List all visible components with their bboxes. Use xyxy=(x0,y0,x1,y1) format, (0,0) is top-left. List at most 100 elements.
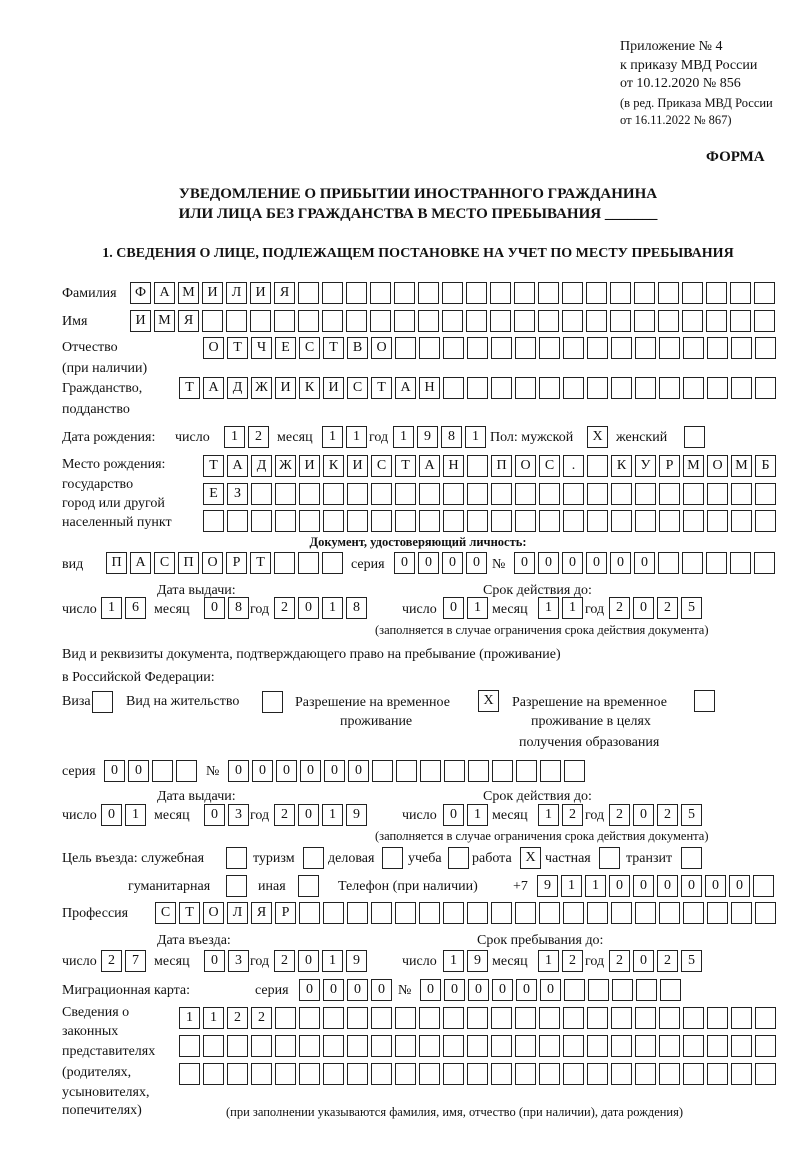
char-box[interactable] xyxy=(395,483,416,505)
char-box[interactable] xyxy=(563,1063,584,1085)
char-box[interactable] xyxy=(683,1007,704,1029)
char-box[interactable] xyxy=(443,483,464,505)
char-box[interactable]: 2 xyxy=(101,950,122,972)
char-box[interactable] xyxy=(587,455,608,477)
char-box[interactable] xyxy=(442,282,463,304)
char-box[interactable] xyxy=(515,510,536,532)
char-box[interactable] xyxy=(298,310,319,332)
char-box[interactable] xyxy=(419,1063,440,1085)
char-box[interactable] xyxy=(563,483,584,505)
char-box[interactable]: 1 xyxy=(322,597,343,619)
char-box[interactable] xyxy=(371,1063,392,1085)
char-box[interactable] xyxy=(539,337,560,359)
char-box[interactable] xyxy=(372,760,393,782)
checkbox-box[interactable] xyxy=(92,691,113,713)
char-box[interactable] xyxy=(203,510,224,532)
char-box[interactable]: 5 xyxy=(681,804,702,826)
char-box[interactable] xyxy=(707,902,728,924)
char-box[interactable]: 1 xyxy=(538,597,559,619)
char-box[interactable] xyxy=(707,483,728,505)
char-box[interactable] xyxy=(371,483,392,505)
char-box[interactable]: 0 xyxy=(609,875,630,897)
char-box[interactable] xyxy=(203,1035,224,1057)
char-box[interactable] xyxy=(251,483,272,505)
char-box[interactable] xyxy=(730,310,751,332)
char-box[interactable] xyxy=(396,760,417,782)
char-box[interactable]: О xyxy=(371,337,392,359)
char-box[interactable] xyxy=(467,455,488,477)
char-box[interactable]: 0 xyxy=(298,597,319,619)
char-box[interactable]: 0 xyxy=(633,804,654,826)
char-box[interactable] xyxy=(563,1035,584,1057)
char-box[interactable] xyxy=(755,1035,776,1057)
char-box[interactable] xyxy=(659,902,680,924)
char-box[interactable]: 0 xyxy=(443,597,464,619)
char-box[interactable] xyxy=(347,510,368,532)
char-box[interactable] xyxy=(540,760,561,782)
char-box[interactable]: Т xyxy=(227,337,248,359)
char-box[interactable] xyxy=(587,337,608,359)
char-box[interactable] xyxy=(539,1063,560,1085)
char-box[interactable]: К xyxy=(323,455,344,477)
char-box[interactable]: 1 xyxy=(322,950,343,972)
char-box[interactable] xyxy=(466,310,487,332)
char-box[interactable]: К xyxy=(299,377,320,399)
char-box[interactable] xyxy=(515,377,536,399)
char-box[interactable] xyxy=(323,902,344,924)
char-box[interactable]: О xyxy=(203,337,224,359)
char-box[interactable] xyxy=(658,282,679,304)
char-box[interactable] xyxy=(611,510,632,532)
char-box[interactable]: 1 xyxy=(465,426,486,448)
char-box[interactable] xyxy=(659,1007,680,1029)
char-box[interactable] xyxy=(179,1063,200,1085)
char-box[interactable] xyxy=(491,377,512,399)
char-box[interactable] xyxy=(443,1063,464,1085)
char-box[interactable]: 1 xyxy=(585,875,606,897)
char-box[interactable]: 1 xyxy=(203,1007,224,1029)
char-box[interactable] xyxy=(635,337,656,359)
char-box[interactable]: 8 xyxy=(346,597,367,619)
char-box[interactable]: З xyxy=(227,483,248,505)
char-box[interactable] xyxy=(491,1035,512,1057)
char-box[interactable] xyxy=(610,282,631,304)
char-box[interactable] xyxy=(636,979,657,1001)
char-box[interactable] xyxy=(370,310,391,332)
char-box[interactable] xyxy=(467,1063,488,1085)
char-box[interactable] xyxy=(586,282,607,304)
char-box[interactable]: Т xyxy=(371,377,392,399)
char-box[interactable]: 1 xyxy=(467,597,488,619)
char-box[interactable]: 0 xyxy=(586,552,607,574)
char-box[interactable] xyxy=(634,282,655,304)
char-box[interactable]: 0 xyxy=(128,760,149,782)
char-box[interactable] xyxy=(683,510,704,532)
checkbox-box[interactable] xyxy=(303,847,324,869)
char-box[interactable] xyxy=(706,552,727,574)
char-box[interactable] xyxy=(443,902,464,924)
char-box[interactable]: 0 xyxy=(276,760,297,782)
char-box[interactable] xyxy=(274,552,295,574)
char-box[interactable] xyxy=(322,310,343,332)
char-box[interactable] xyxy=(611,1063,632,1085)
char-box[interactable]: Т xyxy=(203,455,224,477)
char-box[interactable]: М xyxy=(731,455,752,477)
char-box[interactable]: 0 xyxy=(420,979,441,1001)
char-box[interactable] xyxy=(467,1035,488,1057)
char-box[interactable]: Ф xyxy=(130,282,151,304)
char-box[interactable] xyxy=(635,377,656,399)
char-box[interactable] xyxy=(659,483,680,505)
char-box[interactable] xyxy=(683,1035,704,1057)
char-box[interactable]: Я xyxy=(274,282,295,304)
char-box[interactable] xyxy=(587,1063,608,1085)
char-box[interactable] xyxy=(731,337,752,359)
char-box[interactable] xyxy=(251,1035,272,1057)
char-box[interactable]: 0 xyxy=(540,979,561,1001)
char-box[interactable]: Л xyxy=(226,282,247,304)
char-box[interactable]: С xyxy=(539,455,560,477)
char-box[interactable]: 7 xyxy=(125,950,146,972)
checkbox-box[interactable] xyxy=(382,847,403,869)
char-box[interactable] xyxy=(226,310,247,332)
char-box[interactable]: 8 xyxy=(441,426,462,448)
char-box[interactable] xyxy=(491,1007,512,1029)
char-box[interactable]: И xyxy=(299,455,320,477)
char-box[interactable] xyxy=(683,1063,704,1085)
